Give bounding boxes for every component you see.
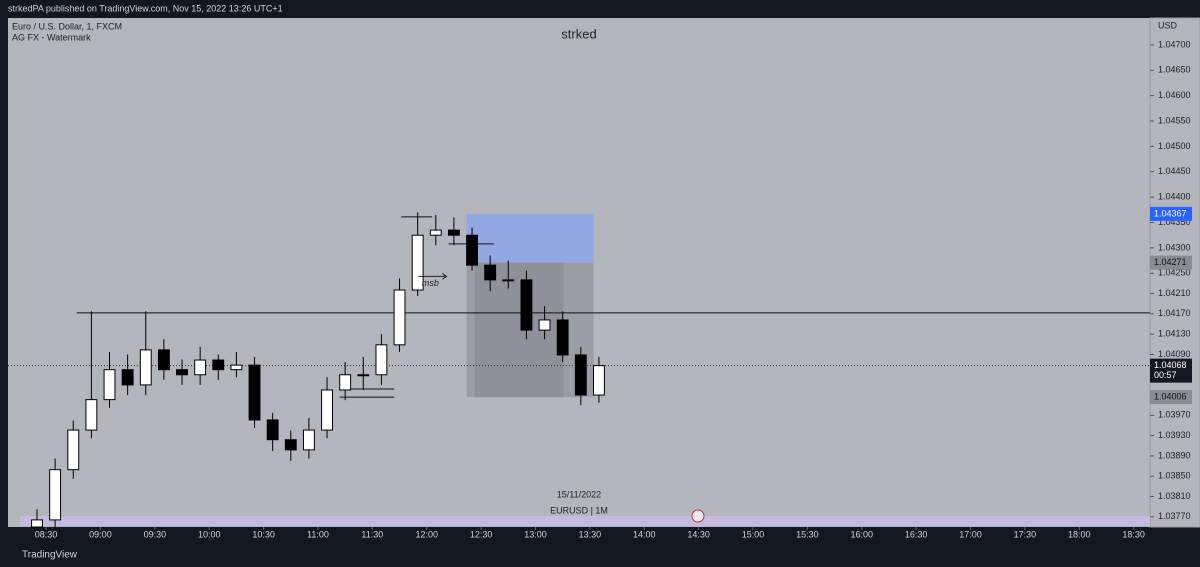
target-label: 1.04006	[1154, 391, 1187, 401]
last-price-label: 1.04068	[1154, 360, 1187, 370]
candle-body	[502, 279, 515, 282]
candle-body	[49, 469, 62, 521]
y-tick-label: 1.04650	[1158, 65, 1191, 75]
candle-body	[375, 344, 388, 376]
candle-body	[194, 359, 207, 376]
candle-body	[339, 374, 352, 391]
symbol: Euro / U.S. Dollar, 1, FXCM	[12, 21, 122, 31]
candle-body	[85, 399, 98, 431]
candle-body	[574, 354, 587, 396]
candle-body	[121, 369, 134, 386]
candle-body	[411, 234, 424, 291]
x-tick-label: 11:30	[361, 529, 383, 539]
x-tick-label: 14:30	[687, 529, 710, 539]
candle-body	[357, 374, 370, 377]
y-tick-label: 1.04250	[1158, 268, 1191, 278]
plot: 1.04700 1.04650 1.04600 1.04550 1.04500 1.044…	[8, 39, 1192, 539]
symbol-label: EURUSD | 1M	[550, 505, 608, 515]
y-tick-label: 1.04550	[1158, 115, 1191, 125]
x-tick-label: 10:00	[198, 529, 221, 539]
footer: TradingView	[22, 550, 78, 561]
stop-zone	[466, 213, 594, 263]
candle-body	[266, 419, 279, 441]
x-tick-label: 13:30	[579, 529, 602, 539]
date-label: 15/11/2022	[557, 489, 601, 499]
x-tick-label: 10:30	[252, 529, 275, 539]
annotation: msb	[422, 278, 439, 288]
x-tick-label: 16:00	[851, 529, 874, 539]
indicator: AG FX - Watermark	[12, 32, 91, 42]
candle-body	[67, 429, 80, 471]
last-price-bg	[1150, 358, 1192, 383]
x-tick-label: 18:00	[1068, 529, 1091, 539]
x-tick-label: 17:00	[959, 529, 982, 539]
annotation-arrow	[418, 273, 448, 280]
y-tick-label: 1.04300	[1158, 242, 1191, 252]
candle-body	[466, 234, 478, 266]
candle-body	[556, 319, 569, 356]
x-tick-label: 14:00	[633, 529, 656, 539]
candle-body	[31, 519, 43, 528]
y-tick-label: 1.04600	[1158, 90, 1191, 100]
y-tick-label: 1.04400	[1158, 192, 1191, 202]
price-axis	[1149, 17, 1200, 528]
candle-body	[302, 429, 315, 451]
header: strkedPA published on TradingView.com, N…	[8, 3, 283, 13]
candle-body	[321, 389, 333, 431]
candle-body	[212, 359, 225, 371]
y-tick-label: 1.03890	[1158, 450, 1191, 460]
y-tick-label: 1.03810	[1158, 491, 1191, 501]
candle-body	[393, 289, 406, 346]
event-icon	[691, 509, 705, 523]
y-tick-label: 1.03930	[1158, 430, 1191, 440]
x-tick-label: 12:30	[470, 529, 493, 539]
session-strip	[20, 516, 1150, 526]
y-tick-label: 1.04130	[1158, 329, 1191, 339]
stop-label-bg	[1150, 206, 1192, 221]
x-tick-label: 11:00	[307, 529, 329, 539]
candle-body	[593, 365, 605, 396]
y-tick-label: 1.04090	[1158, 349, 1191, 359]
candle-body	[248, 364, 261, 421]
x-tick-label: 12:00	[415, 529, 438, 539]
y-tick-label: 1.03970	[1158, 410, 1191, 420]
x-tick-label: 15:30	[796, 529, 819, 539]
candle-body	[520, 279, 533, 331]
candle-body	[538, 319, 551, 331]
countdown: 00:57	[1154, 370, 1177, 380]
candle-body	[230, 364, 243, 371]
x-tick-label: 13:00	[524, 529, 547, 539]
x-tick-label: 15:00	[742, 529, 765, 539]
candle-body	[484, 264, 497, 281]
target-label-bg	[1150, 390, 1192, 405]
y-tick-label: 1.04500	[1158, 141, 1191, 151]
currency: USD	[1158, 20, 1178, 30]
candle-body	[284, 439, 297, 451]
candle-body	[447, 229, 460, 236]
x-tick-label: 09:30	[144, 529, 167, 539]
stop-label: 1.04367	[1154, 208, 1187, 218]
candle-body	[429, 229, 442, 236]
y-tick-label: 1.03770	[1158, 511, 1191, 521]
y-tick-label: 1.04210	[1158, 288, 1191, 298]
chart-title: strked	[561, 26, 596, 41]
x-tick-label: 18:30	[1122, 529, 1145, 539]
x-tick-label: 17:30	[1014, 529, 1037, 539]
y-tick-label: 1.04450	[1158, 166, 1191, 176]
y-tick-label: 1.04170	[1158, 308, 1191, 318]
candle-body	[103, 369, 116, 401]
x-tick-label: 16:30	[905, 529, 928, 539]
x-tick-label: 09:00	[89, 529, 112, 539]
candle-body	[176, 369, 188, 376]
entry-label-bg	[1150, 255, 1192, 270]
candle-body	[139, 349, 152, 386]
y-tick-label: 1.04700	[1158, 39, 1191, 49]
x-tick-label: 08:30	[35, 529, 58, 539]
y-tick-label: 1.03850	[1158, 471, 1191, 481]
entry-label: 1.04271	[1154, 257, 1187, 267]
candle-body	[157, 349, 170, 371]
y-tick-label: 1.04350	[1158, 217, 1191, 227]
